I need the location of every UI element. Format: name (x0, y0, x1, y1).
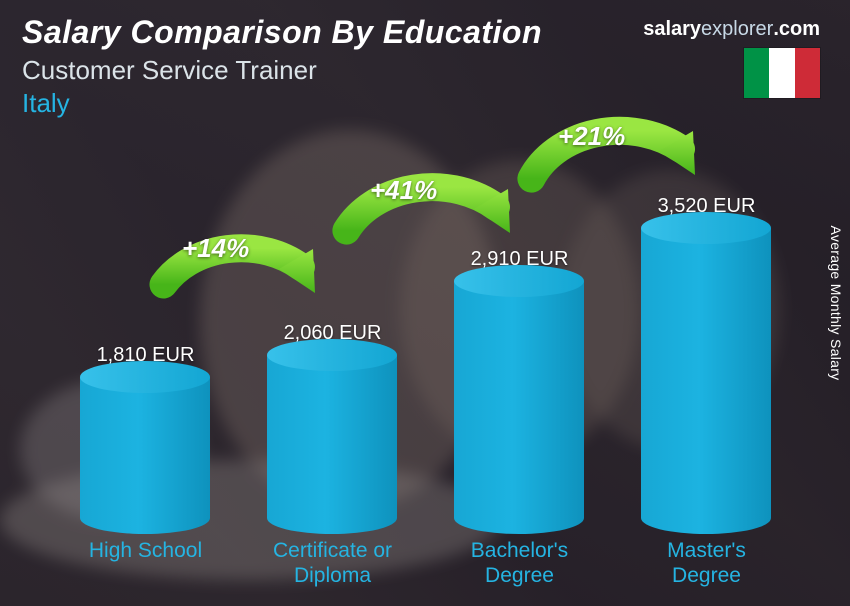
increase-percent-0: +14% (182, 233, 249, 264)
x-label-3: Master'sDegree (617, 538, 797, 596)
bar-cylinder (80, 377, 210, 534)
flag-stripe-red (795, 48, 820, 98)
bars-row: 1,810 EUR2,060 EUR2,910 EUR3,520 EUR (52, 164, 800, 534)
increase-percent-1: +41% (370, 175, 437, 206)
bar-1: 2,060 EUR (243, 322, 423, 534)
bar-cylinder (267, 355, 397, 534)
page-subtitle: Customer Service Trainer (22, 55, 542, 86)
bar-0: 1,810 EUR (56, 344, 236, 534)
y-axis-label: Average Monthly Salary (828, 226, 844, 381)
bar-2: 2,910 EUR (430, 248, 610, 534)
bar-cylinder (454, 281, 584, 534)
bar-3: 3,520 EUR (617, 195, 797, 534)
increase-percent-2: +21% (558, 121, 625, 152)
bar-cylinder (641, 228, 771, 534)
country-flag-italy (744, 48, 820, 98)
flag-stripe-green (744, 48, 769, 98)
x-label-1: Certificate orDiploma (243, 538, 423, 596)
brand-logo: salaryexplorer.com (643, 18, 820, 41)
x-label-2: Bachelor'sDegree (430, 538, 610, 596)
country-label: Italy (22, 88, 542, 119)
brand-light: explorer (701, 18, 773, 40)
brand-strong: salary (643, 18, 701, 40)
header: Salary Comparison By Education Customer … (22, 14, 542, 119)
page-title: Salary Comparison By Education (22, 14, 542, 51)
x-label-0: High School (56, 538, 236, 596)
brand-tld: .com (773, 18, 820, 40)
flag-stripe-white (769, 48, 794, 98)
x-labels-row: High SchoolCertificate orDiplomaBachelor… (52, 538, 800, 596)
